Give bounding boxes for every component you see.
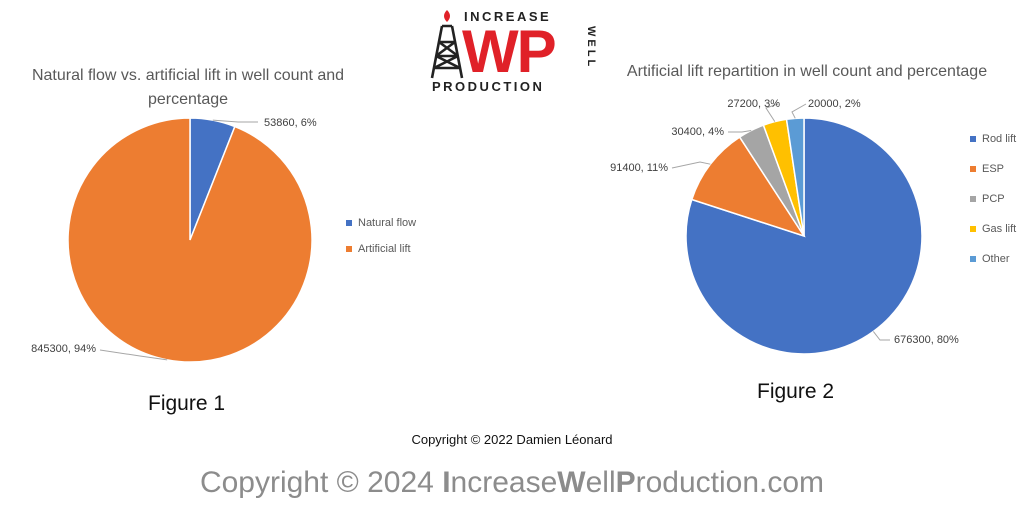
pie-slice-artificial-lift [67, 117, 313, 363]
leader-line [212, 119, 258, 123]
legend-swatch [346, 246, 352, 252]
figure-1-label: Figure 1 [148, 392, 226, 415]
chart2-title: Artificial lift repartition in well coun… [626, 63, 988, 80]
logo-letters: WP [462, 18, 555, 85]
copyright-big-part-3: roduction.com [635, 466, 825, 499]
legend-item-esp: ESP [970, 154, 1016, 184]
legend-item-artificial-lift: Artificial lift [346, 236, 416, 262]
figure-2-label: Figure 2 [757, 380, 835, 403]
legend-swatch [970, 256, 976, 262]
data-label: 20000, 2% [808, 98, 861, 110]
copyright-big-bold-w: W [557, 466, 586, 499]
legend-item-pcp: PCP [970, 184, 1016, 214]
leader-line [671, 161, 711, 169]
leader-line [765, 103, 779, 122]
copyright-small: Copyright © 2022 Damien Léonard [411, 432, 613, 447]
leader-line [872, 331, 890, 341]
pie-chart-2: 676300, 80% 91400, 11% 30400, 4% 27200, 3% 2… [610, 98, 959, 355]
legend-swatch [970, 226, 976, 232]
pie-slice-other [785, 117, 805, 237]
logo: INCREASE WP WELL PRODUCTION [430, 9, 597, 94]
legend-label: Natural flow [358, 217, 417, 229]
legend-swatch [970, 136, 976, 142]
legend-swatch [346, 220, 352, 226]
pie-chart-1: 53860, 6% 845300, 94% [31, 117, 317, 363]
copyright-big-part-2: ell [585, 466, 616, 499]
legend-item-other: Other [970, 244, 1016, 274]
logo-side-text: WELL [585, 26, 597, 69]
data-label: 91400, 11% [610, 162, 668, 174]
data-label: 845300, 94% [31, 343, 96, 355]
legend-label: PCP [982, 193, 1005, 205]
data-label: 676300, 80% [894, 334, 959, 346]
leader-line [99, 349, 168, 361]
data-label: 27200, 3% [727, 98, 780, 110]
chart1-legend: Natural flow Artificial lift [346, 210, 416, 262]
chart1-title: Natural flow vs. artificial lift in well… [31, 67, 345, 108]
copyright-big-prefix: Copyright © 2024 [199, 466, 443, 499]
legend-item-gas-lift: Gas lift [970, 214, 1016, 244]
copyright-big-part-1: ncrease [450, 466, 558, 499]
copyright-big-bold-p: P [615, 466, 636, 499]
logo-bottom-text: PRODUCTION [432, 79, 544, 94]
chart2-legend: Rod lift ESP PCP Gas lift Other [970, 124, 1016, 274]
legend-label: Artificial lift [358, 243, 411, 255]
pie-slice-esp [690, 136, 806, 238]
data-label: 30400, 4% [671, 126, 724, 138]
data-label: 53860, 6% [264, 117, 317, 129]
legend-swatch [970, 196, 976, 202]
leader-line [791, 103, 807, 119]
copyright-big-bold-i: I [442, 466, 451, 499]
leader-line [728, 129, 752, 133]
legend-item-rod-lift: Rod lift [970, 124, 1016, 154]
legend-label: Rod lift [982, 133, 1017, 145]
derrick-icon [430, 10, 464, 79]
legend-swatch [970, 166, 976, 172]
legend-label: Gas lift [982, 223, 1017, 235]
copyright-big: Copyright © 2024 IncreaseWellProduction.… [0, 466, 1024, 500]
legend-label: Other [982, 253, 1010, 265]
legend-label: ESP [982, 163, 1005, 175]
logo-top-text: INCREASE [464, 9, 551, 24]
legend-item-natural-flow: Natural flow [346, 210, 416, 236]
